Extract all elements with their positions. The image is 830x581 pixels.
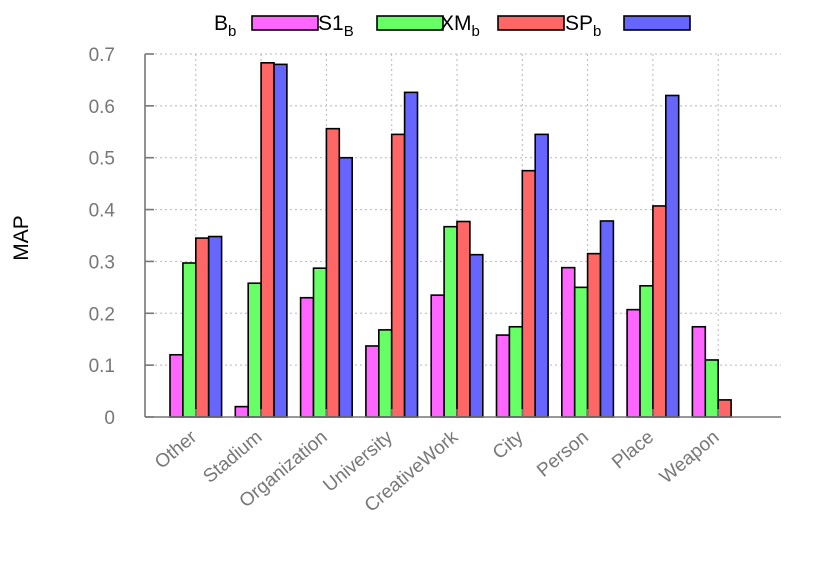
bar-s1-organization [312, 267, 328, 418]
bar-b-university [365, 345, 380, 418]
bar-b-weapon [691, 325, 707, 418]
legend-label: S1B [318, 12, 354, 40]
x-category-label: Other [151, 426, 201, 473]
bar-xm-place [652, 205, 667, 418]
bar-sp-stadium [273, 63, 288, 418]
bar-s1-city [508, 325, 524, 418]
bar-s1-creativework [443, 225, 458, 418]
bar-xm-person [586, 252, 602, 418]
bar-sp-other [207, 235, 223, 418]
bar-xm-weapon [717, 399, 732, 418]
y-tick-label: 0 [104, 408, 115, 429]
y-tick-label: 0.7 [89, 45, 115, 66]
legend-label: SPb [565, 12, 601, 40]
bar-s1-person [573, 286, 589, 418]
legend-swatch [251, 15, 319, 31]
bar-b-organization [299, 296, 315, 418]
bar-s1-weapon [704, 359, 719, 418]
bar-sp-person [599, 220, 615, 418]
bars [169, 62, 732, 418]
y-tick-label: 0.1 [89, 356, 115, 377]
bar-b-city [495, 334, 511, 418]
bar-b-person [560, 266, 576, 418]
legend-label: XMb [440, 12, 480, 40]
bar-sp-creativework [469, 253, 484, 418]
x-category-label: Weapon [656, 427, 723, 488]
bar-sp-place [664, 94, 680, 418]
legend-swatch [623, 15, 691, 31]
y-tick-label: 0.6 [89, 97, 115, 118]
legend-swatch [376, 15, 444, 31]
y-axis-label: MAP [10, 215, 33, 261]
axes [144, 53, 781, 418]
y-tick-label: 0.4 [89, 201, 116, 222]
bar-b-stadium [234, 405, 250, 418]
x-category-label: City [489, 426, 528, 463]
y-tick-label: 0.3 [89, 252, 115, 273]
bar-sp-city [534, 133, 549, 418]
x-category-labels: OtherStadiumOrganizationUniversityCreati… [151, 426, 723, 516]
x-category-label: Person [533, 427, 593, 482]
legend-swatch [497, 15, 565, 31]
bar-sp-university [403, 91, 419, 418]
bar-b-creativework [430, 294, 445, 418]
bar-xm-city [521, 169, 536, 418]
bar-xm-other [195, 237, 210, 418]
bar-xm-creativework [456, 220, 471, 418]
legend-label: Bb [214, 12, 236, 40]
bar-b-other [169, 353, 184, 418]
y-tick-label: 0.2 [89, 304, 115, 325]
y-tick-label: 0.5 [89, 149, 115, 170]
bar-xm-stadium [260, 62, 275, 418]
bar-xm-university [390, 133, 406, 418]
bar-sp-organization [338, 156, 353, 418]
bar-s1-stadium [247, 282, 262, 418]
bar-s1-university [377, 329, 393, 418]
bar-b-place [626, 308, 641, 418]
x-category-label: Place [608, 427, 658, 474]
legend: Bb S1B XMb SPb [214, 12, 691, 40]
bar-s1-other [182, 262, 197, 418]
y-tick-labels: 0 0.1 0.2 0.3 0.4 0.5 0.6 0.7 [89, 45, 116, 429]
bar-s1-place [639, 285, 654, 418]
bar-xm-organization [325, 127, 341, 418]
